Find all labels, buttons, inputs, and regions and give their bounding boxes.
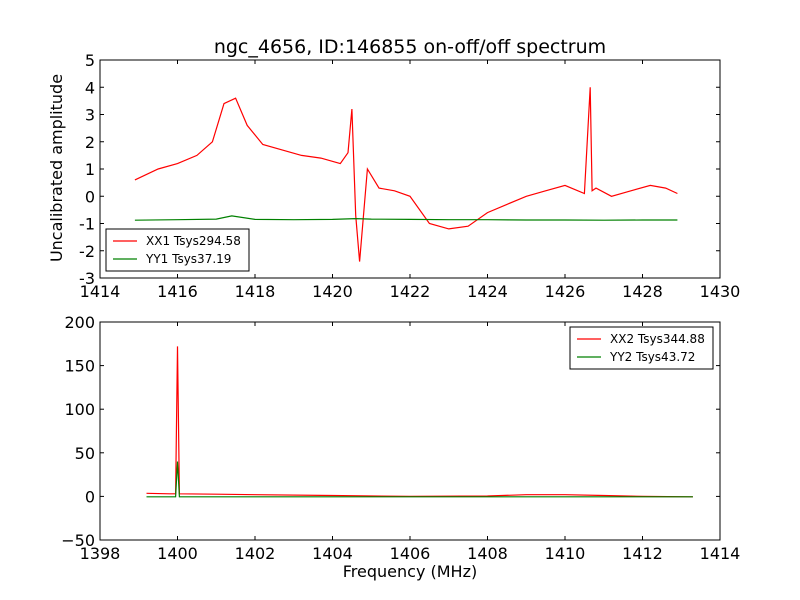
x-tick-label: 1414 <box>700 544 741 563</box>
x-tick-label: 1426 <box>545 282 586 301</box>
legend-label-yy1: YY1 Tsys37.19 <box>145 252 231 266</box>
y-tick-label: -1 <box>79 215 95 234</box>
y-axis-label: Uncalibrated amplitude <box>47 74 66 262</box>
y-tick-label: 50 <box>75 444 95 463</box>
legend-box <box>569 326 714 370</box>
series-line-xx2 <box>146 346 693 498</box>
series-line-yy1 <box>134 215 678 221</box>
top-legend: XX1 Tsys294.58 YY1 Tsys37.19 <box>105 228 250 272</box>
y-tick-label: -3 <box>79 269 95 288</box>
x-tick-label: 1408 <box>467 544 508 563</box>
bottom-spectrum-panel: Frequency (MHz) 1398 1400 1402 1404 1406 1408… <box>61 313 740 581</box>
x-tick-label: 1410 <box>545 544 586 563</box>
x-tick-label: 1424 <box>467 282 508 301</box>
y-tick-label: −50 <box>61 531 95 550</box>
x-tick-label: 1400 <box>157 544 198 563</box>
x-tick-label: 1402 <box>235 544 276 563</box>
series-line-xx1 <box>134 87 678 262</box>
series-line-yy2 <box>146 461 693 498</box>
x-tick-label: 1416 <box>157 282 198 301</box>
x-axis-label: Frequency (MHz) <box>343 562 477 581</box>
legend-label-xx2: XX2 Tsys344.88 <box>610 332 705 346</box>
chart-title: ngc_4656, ID:146855 on-off/off spectrum <box>214 36 606 58</box>
x-tick-label: 1428 <box>622 282 663 301</box>
y-tick-label: 3 <box>85 106 95 125</box>
x-tick-label: 1418 <box>235 282 276 301</box>
x-tick-label: 1398 <box>80 544 121 563</box>
top-spectrum-panel: ngc_4656, ID:146855 on-off/off spectrum … <box>47 36 740 301</box>
x-tick-label: 1422 <box>390 282 431 301</box>
y-tick-label: 0 <box>85 187 95 206</box>
x-tick-label: 1414 <box>80 282 121 301</box>
y-tick-label: 2 <box>85 133 95 152</box>
y-tick-label: 5 <box>85 51 95 70</box>
y-tick-label: 0 <box>85 487 95 506</box>
legend-label-xx1: XX1 Tsys294.58 <box>146 234 241 248</box>
legend-label-yy2: YY2 Tsys43.72 <box>609 350 695 364</box>
legend-box <box>105 228 250 272</box>
x-tick-label: 1430 <box>700 282 741 301</box>
y-tick-label: 200 <box>64 313 95 332</box>
y-tick-label: 100 <box>64 400 95 419</box>
y-tick-label: -2 <box>79 242 95 261</box>
x-tick-label: 1404 <box>312 544 353 563</box>
y-tick-label: 4 <box>85 78 95 97</box>
y-tick-label: 1 <box>85 160 95 179</box>
bottom-legend: XX2 Tsys344.88 YY2 Tsys43.72 <box>569 326 714 370</box>
x-tick-label: 1420 <box>312 282 353 301</box>
x-tick-label: 1406 <box>390 544 431 563</box>
y-tick-label: 150 <box>64 357 95 376</box>
x-tick-label: 1412 <box>622 544 663 563</box>
